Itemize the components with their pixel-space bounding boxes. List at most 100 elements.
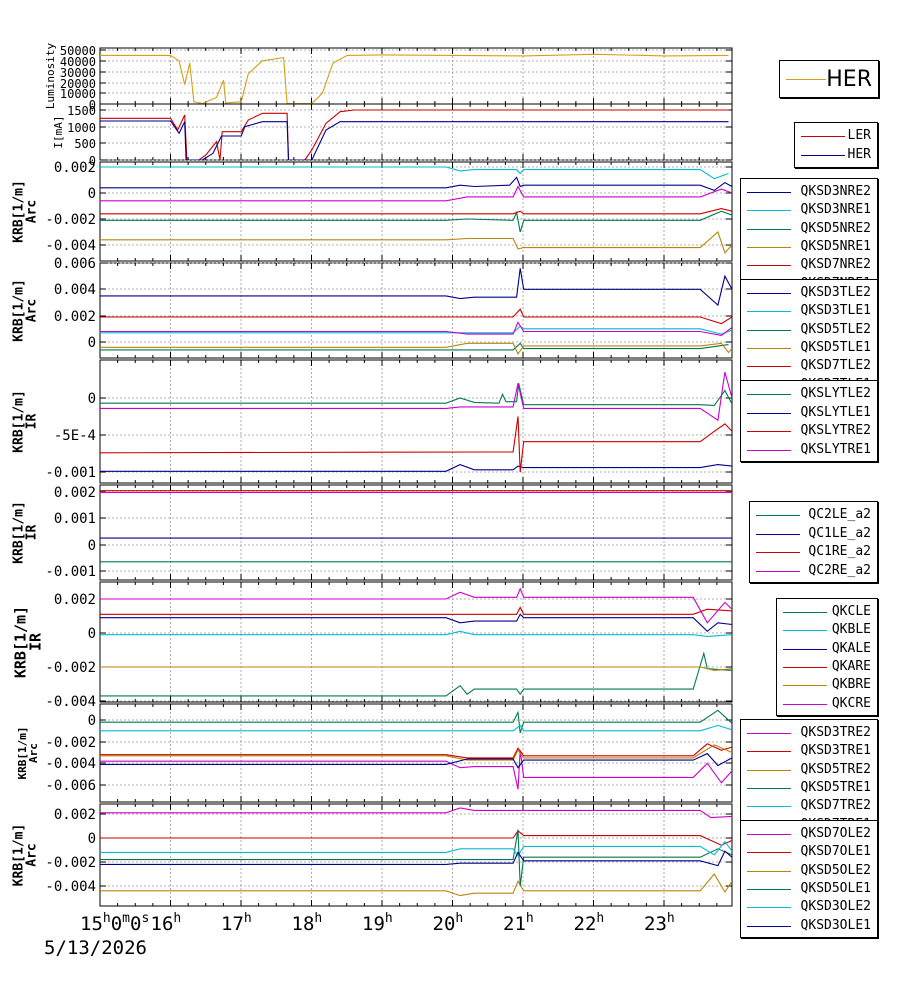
y-tick-label: -0.004 bbox=[45, 879, 96, 895]
legend-item: QKSD5TLE2 bbox=[745, 321, 871, 339]
legend-swatch bbox=[801, 155, 845, 156]
y-tick-label: -0.006 bbox=[45, 778, 96, 794]
series-line-QKSD3NRE1 bbox=[100, 166, 729, 180]
legend-item: QKSD5TRE1 bbox=[745, 779, 871, 797]
y-tick-label: 1000 bbox=[67, 121, 96, 135]
legend-label: QKSLYTLE2 bbox=[800, 386, 871, 401]
legend-label: QC1RE_a2 bbox=[808, 544, 871, 559]
y-tick-label: 30000 bbox=[60, 66, 96, 80]
y-tick-label: -0.002 bbox=[45, 212, 96, 228]
legend-swatch bbox=[747, 925, 791, 927]
y-axis-label: I[mA] bbox=[52, 115, 65, 148]
y-tick-label: 0 bbox=[88, 186, 96, 202]
legend-item: QKSD7OLE2 bbox=[745, 825, 871, 843]
y-tick-label: 40000 bbox=[60, 55, 96, 69]
plot-frame bbox=[99, 161, 733, 262]
plot-frame bbox=[99, 803, 733, 907]
legend-item: QKARE bbox=[781, 658, 871, 676]
x-tick-label: 21h bbox=[503, 911, 534, 935]
legend-item: HER bbox=[799, 146, 871, 164]
legend-swatch bbox=[747, 751, 791, 753]
legend-label: QKSD7OLE1 bbox=[800, 844, 871, 860]
legend-item: QKCLE bbox=[781, 603, 871, 621]
date-label: 5/13/2026 bbox=[44, 937, 147, 959]
legend-swatch bbox=[783, 667, 827, 668]
legend-item: QKSLYTLE2 bbox=[745, 385, 871, 403]
y-axis-label-2: Arc bbox=[25, 200, 40, 223]
series-line-QKSD7TRE2 bbox=[100, 724, 732, 732]
plot-frame bbox=[99, 359, 733, 484]
legend-item: QKSLYTRE1 bbox=[745, 441, 871, 459]
y-tick-label: -0.004 bbox=[45, 694, 96, 710]
legend-swatch bbox=[783, 703, 827, 705]
legend-label: QKSD5NRE1 bbox=[800, 239, 871, 254]
legend-swatch bbox=[756, 515, 800, 516]
y-tick-label: -5E-4 bbox=[54, 428, 96, 444]
y-tick-label: -0.004 bbox=[45, 756, 96, 772]
legend-label: QKSD5TLE2 bbox=[800, 321, 871, 337]
legend-swatch bbox=[747, 228, 791, 230]
series-line-QKSD5OLE2 bbox=[100, 873, 732, 897]
series-line-QKSLYTRE2 bbox=[100, 416, 732, 473]
legend-label: QKBLE bbox=[831, 622, 871, 638]
legend-item: QKSD7OLE1 bbox=[745, 843, 871, 861]
series-line-QKSD5NRE2 bbox=[100, 210, 732, 233]
legend-label: LER bbox=[847, 128, 871, 143]
legend-item: QKSD7TLE2 bbox=[745, 357, 871, 375]
legend-label: QKSD5OLE2 bbox=[800, 862, 871, 878]
legend-item: QKSD5OLE1 bbox=[745, 880, 871, 898]
legend-swatch bbox=[747, 907, 791, 909]
legend-label: QKSD3TLE2 bbox=[800, 285, 871, 300]
legend-panel-9: QKSD7OLE2 QKSD7OLE1 QKSD5OLE2 QKSD5OLE1 QKSD… bbox=[740, 820, 878, 938]
legend-label: QKCRE bbox=[831, 695, 871, 711]
legend-item: QKSD3TRE2 bbox=[745, 724, 871, 742]
legend-label: QKSLYTRE1 bbox=[800, 441, 871, 457]
legend-swatch bbox=[747, 852, 791, 854]
y-axis-label: KRB[1/m] bbox=[12, 390, 27, 453]
legend-item: QKSLYTRE2 bbox=[745, 422, 871, 440]
legend-label: QKSLYTLE1 bbox=[800, 404, 871, 420]
legend-panel-4: QKSD3TLE2 QKSD3TLE1 QKSD5TLE2 QKSD5TLE1 QKSD… bbox=[740, 279, 878, 397]
y-axis-label: KRB[1/m] bbox=[12, 180, 27, 243]
x-tick-label: 23h bbox=[644, 911, 675, 935]
legend-swatch bbox=[747, 431, 791, 432]
series-line-QKSD3TRE1 bbox=[100, 743, 732, 759]
legend-label: QKSD7TLE2 bbox=[800, 358, 871, 374]
legend-panel-7: QKCLE QKBLE QKALE QKARE QKBRE QKCRE bbox=[776, 598, 878, 716]
panel-7: 0.002 0 -0.002 -0.004 KRB[1/m]IR bbox=[11, 581, 733, 710]
legend-item: QKALE bbox=[781, 640, 871, 658]
x-tick-label: 15h0m0s bbox=[80, 911, 149, 935]
legend-label: QKSD5NRE2 bbox=[800, 220, 871, 236]
legend-label: QKALE bbox=[831, 640, 871, 656]
legend-label: QKSD3NRE2 bbox=[800, 184, 871, 199]
legend-label: QKSD3TLE1 bbox=[800, 303, 871, 319]
series-line-QKALE bbox=[100, 613, 732, 633]
legend-label: QKSD7TRE2 bbox=[800, 798, 871, 814]
plot-frame bbox=[99, 262, 733, 359]
panel-5: 0 -5E-4 -0.001 KRB[1/m]IR bbox=[12, 359, 733, 484]
y-tick-label: -0.002 bbox=[45, 855, 96, 871]
y-tick-label: -0.004 bbox=[45, 238, 96, 254]
y-tick-label: -0.002 bbox=[45, 735, 96, 751]
legend-label: QKCLE bbox=[831, 604, 871, 619]
y-tick-label: 0 bbox=[89, 98, 96, 112]
series-line-QKSD5NRE1 bbox=[100, 231, 732, 254]
x-tick-label: 19h bbox=[362, 911, 393, 935]
y-tick-label: 0.002 bbox=[54, 160, 96, 176]
legend-swatch bbox=[783, 648, 827, 650]
legend-label: QKSD3TRE1 bbox=[800, 743, 871, 759]
legend-swatch bbox=[801, 136, 845, 137]
legend-item: QKBRE bbox=[781, 676, 871, 694]
series-line-QKSD3NRE2 bbox=[100, 176, 732, 192]
y-axis-label-2: Arc bbox=[25, 299, 40, 322]
x-tick-label: 17h bbox=[221, 911, 252, 935]
y-tick-label: -0.001 bbox=[45, 564, 96, 580]
y-tick-label: 0.001 bbox=[54, 511, 96, 527]
legend-swatch bbox=[747, 788, 791, 789]
y-tick-label: 0.002 bbox=[54, 807, 96, 823]
legend-swatch bbox=[747, 834, 791, 835]
legend-label: QC1LE_a2 bbox=[808, 525, 871, 541]
legend-label: QKSD3TRE2 bbox=[800, 725, 871, 740]
legend-panel-5: QKSLYTLE2 QKSLYTLE1 QKSLYTRE2 QKSLYTRE1 bbox=[740, 380, 878, 462]
